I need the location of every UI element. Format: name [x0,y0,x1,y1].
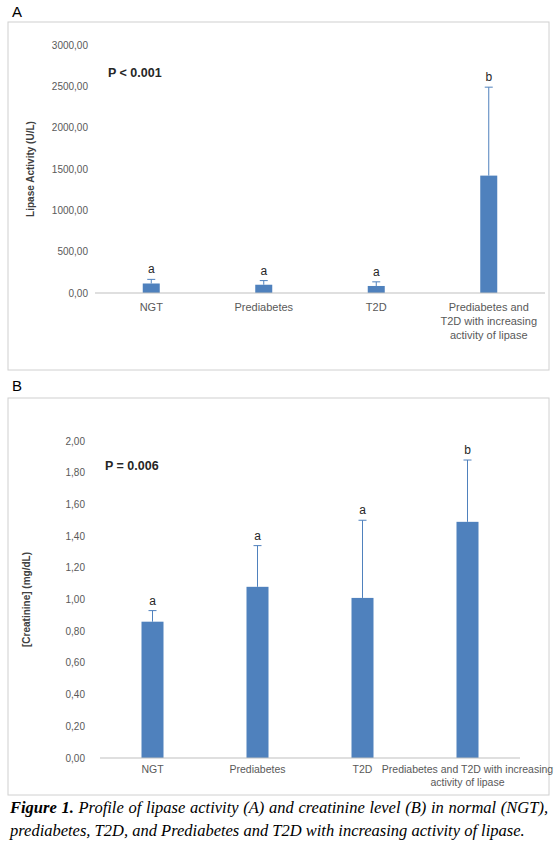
error-bar [254,546,262,587]
bar [368,286,385,293]
panel: A 0,00 500,00 1000,00 1500,00 2000,00 2500,00 3… [8,3,549,370]
y-axis-label: [Creatinine] (mg/dL) [21,552,32,647]
y-tick-label: 0,00 [66,753,86,764]
bar [143,283,160,293]
y-tick-label: 1,20 [66,562,86,573]
x-tick-label: Prediabetes [234,301,293,313]
y-tick-label: 1,00 [66,594,86,605]
annotation: P = 0.006 [105,459,159,473]
y-tick-label: 1,40 [66,531,86,542]
x-tick-label: T2D [353,763,373,775]
x-tick-label: Prediabetes andT2D with increasingactivi… [440,301,537,341]
error-bar [147,279,155,283]
x-tick-label: T2D [366,301,387,313]
y-tick-label: 0,60 [66,657,86,668]
y-tick-label: 2000,00 [52,122,89,133]
caption: Figure 1. Profile of lipase activity (A)… [10,797,548,842]
y-tick-label: 500,00 [57,246,88,257]
error-bar [485,87,493,175]
y-tick-label: 0,40 [66,689,86,700]
panel-frame [8,22,549,370]
bar [480,176,497,293]
bar [352,598,374,758]
x-tick-label: NGT [141,763,164,775]
caption-label: Figure 1. [10,798,74,817]
error-bar [149,611,157,622]
plot-area [142,460,479,758]
group-letter: a [373,265,380,279]
group-letter: b [485,70,492,84]
y-tick-label: 3000,00 [52,40,89,51]
x-tick-label: Prediabetes [229,763,285,775]
y-tick-label: 0,80 [66,626,86,637]
group-letter: a [149,594,156,608]
bar [142,622,164,758]
y-tick-label: 0,20 [66,721,86,732]
group-letter: a [254,529,261,543]
bar [247,587,269,758]
panel-label: A [12,3,22,20]
error-bar [260,281,268,285]
error-bar [464,460,472,522]
bar [457,522,479,758]
x-axis-line [100,758,520,759]
panel-frame [8,398,549,795]
group-letter: a [260,264,267,278]
annotation: P < 0.001 [108,66,162,80]
panel: B 0,00 0,20 0,40 0,60 0,80 1,00 1,20 1,40 1,60 1,8… [8,377,553,795]
y-tick-label: 1,80 [66,467,86,478]
y-tick-label: 1,60 [66,499,86,510]
plot-area [143,87,498,293]
x-axis-line [95,293,545,294]
x-tick-label: Prediabetes and T2D with increasingactiv… [382,763,554,788]
y-tick-label: 1000,00 [52,205,89,216]
panel-label: B [12,377,22,394]
group-letter: a [359,503,366,517]
y-tick-label: 1500,00 [52,164,89,175]
error-bar [372,282,380,286]
error-bar [359,520,367,598]
group-letter: a [148,262,155,276]
y-tick-label: 0,00 [69,288,89,299]
y-tick-label: 2500,00 [52,81,89,92]
bar [255,285,272,293]
caption-text: Profile of lipase activity (A) and creat… [10,798,548,840]
group-letter: b [464,443,471,457]
y-tick-label: 2,00 [66,436,86,447]
figure: A 0,00 500,00 1000,00 1500,00 2000,00 2500,00 3… [0,0,559,800]
x-tick-label: NGT [140,301,164,313]
y-axis-label: Lipase Activity (U/L) [25,121,36,217]
